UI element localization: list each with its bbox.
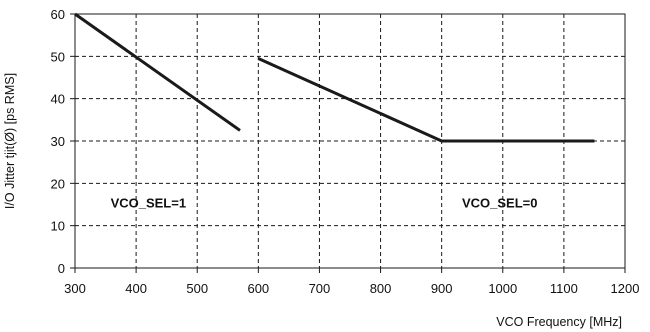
x-tick-label: 500 (186, 281, 208, 296)
series-line-1 (74, 12, 241, 132)
x-tick-label: 800 (370, 281, 392, 296)
y-tick-label: 30 (51, 134, 65, 149)
grid-lines (70, 13, 626, 273)
tick-labels: 300 400 500 600 700 800 900 1000 1100 1200 0 10 20 30… (51, 7, 640, 296)
y-tick-label: 60 (51, 7, 65, 22)
x-tick-label: 300 (64, 281, 86, 296)
y-tick-label: 10 (51, 219, 65, 234)
y-tick-label: 0 (58, 261, 65, 276)
x-tick-label: 1200 (611, 281, 640, 296)
annotation-label-2: VCO_SEL=0 (462, 195, 538, 210)
x-tick-label: 400 (125, 281, 147, 296)
plot-frame (74, 13, 626, 269)
x-tick-label: 1100 (550, 281, 578, 296)
series-line-2 (257, 57, 595, 143)
x-tick-label: 700 (309, 281, 331, 296)
x-axis-title: VCO Frequency [MHz] (496, 315, 622, 329)
x-tick-label: 900 (431, 281, 453, 296)
x-tick-label: 600 (247, 281, 269, 296)
data-series (74, 12, 595, 143)
y-tick-label: 40 (51, 92, 65, 107)
annotation-label-1: VCO_SEL=1 (111, 195, 187, 210)
y-axis-title: I/O Jitter tjit(Ø) [ps RMS] (3, 73, 17, 209)
x-tick-label: 1000 (488, 281, 517, 296)
annotations: VCO_SEL=1 VCO_SEL=0 (111, 195, 538, 210)
y-tick-label: 50 (51, 49, 65, 64)
y-tick-label: 20 (51, 176, 65, 191)
